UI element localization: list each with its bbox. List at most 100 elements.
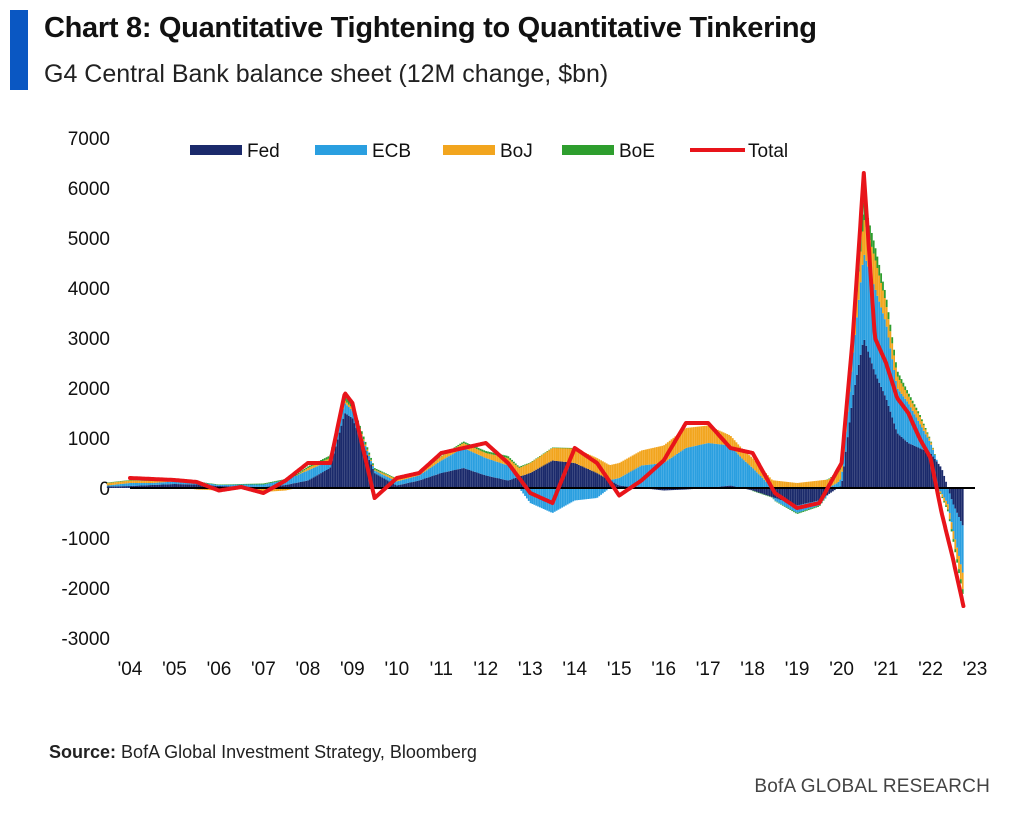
bar-fed [216,485,219,488]
bar-fed [140,485,143,488]
bar-fed [869,357,871,488]
bar-boe [813,507,816,509]
bar-fed [913,445,916,488]
bar-fed [418,480,421,488]
bar-ecb [761,477,764,488]
bar-boe [487,451,489,454]
bar-boj [284,488,287,491]
bar-boj [568,448,571,463]
bar-ecb [438,461,441,474]
bar-boe [513,461,515,464]
bar-boj [809,481,812,488]
bar-fed [585,468,588,488]
bar-fed [481,474,484,488]
bar-boj [633,454,636,470]
bar-fed [865,345,868,488]
bar-fed [566,462,569,488]
bar-fed [848,422,851,488]
bar-boj [564,448,567,462]
bar-boj [909,399,912,408]
bar-boe [253,483,256,485]
bar-boe [778,502,781,504]
bar-ecb [151,482,154,485]
bar-fed [151,484,154,488]
bar-boe [323,458,326,461]
bar-ecb [266,483,269,487]
bar-ecb [251,484,254,487]
bar-fed [364,450,367,488]
bar-fed [863,339,866,488]
bar-boj [462,443,465,449]
bar-ecb [323,462,326,472]
bar-boj [483,452,486,458]
bar-boe [438,457,441,458]
bar-fed [961,488,964,526]
legend-label-fed: Fed [247,141,280,162]
bar-ecb [754,470,756,488]
bar-boe [457,444,460,447]
bar-boj [729,436,732,447]
y-tick-label: -2000 [61,579,110,600]
bar-boj [783,481,786,488]
bar-fed [572,462,575,488]
bar-ecb [386,477,389,481]
bar-boj [629,456,632,472]
bar-boj [655,447,658,464]
bar-ecb [844,431,847,452]
bar-boe [366,447,369,450]
bar-ecb [904,398,907,441]
bar-boj [908,396,910,405]
x-tick-label: '21 [874,659,899,680]
bar-boj [375,470,378,472]
bar-boe [909,397,912,400]
bar-ecb [156,482,159,485]
bar-ecb [600,488,602,495]
bar-boj [488,453,491,460]
bar-boj [921,421,923,428]
bar-boj [548,450,551,463]
bar-boj [635,453,638,469]
bar-boj [794,482,797,488]
bar-boe [794,512,797,514]
bar-ecb [290,477,293,484]
bar-boe [238,484,241,485]
bar-boj [381,472,384,475]
bar-boe [952,539,955,542]
bar-boj [542,454,545,466]
bar-ecb [385,476,387,480]
bar-boe [781,504,784,506]
bar-boj [207,488,209,491]
bar-boe [889,324,892,332]
bar-boe [869,225,871,241]
bar-boj [659,446,662,464]
bar-ecb [270,482,272,487]
bar-ecb [173,481,176,485]
bar-boe [251,483,254,485]
bar-ecb [455,452,458,470]
bar-boj [885,307,888,327]
bar-fed [129,485,131,488]
bar-ecb [344,403,347,414]
bar-boj [442,455,445,460]
bar-fed [383,478,385,488]
bar-boe [127,480,130,481]
bar-fed [535,469,538,488]
bar-boj [956,547,959,560]
bar-fed [537,468,539,488]
bar-ecb [370,461,373,465]
bar-boj [928,437,931,441]
bar-ecb [347,407,350,416]
bar-ecb [273,482,276,486]
bar-boe [442,454,445,456]
bar-boe [245,483,248,485]
bar-fed [915,446,918,488]
bar-ecb [160,482,163,485]
bar-boe [958,569,960,574]
bar-ecb [653,463,656,488]
bar-fed [602,476,604,488]
bar-ecb [718,444,721,487]
bar-boe [928,436,931,438]
bar-ecb [321,463,324,473]
bar-boj [496,455,499,462]
bar-fed [438,473,441,488]
